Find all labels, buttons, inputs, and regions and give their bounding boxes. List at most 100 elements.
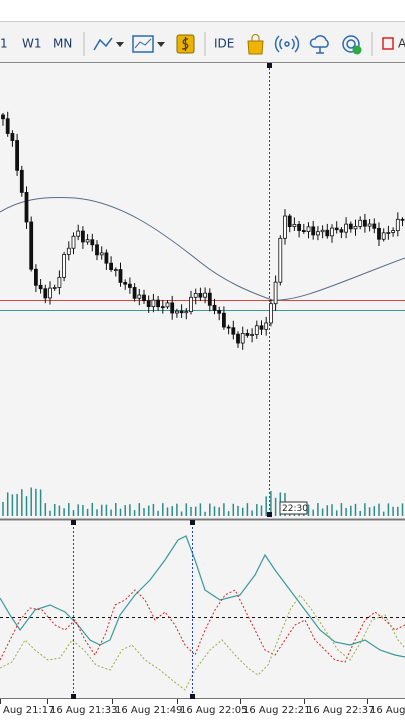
candle-body	[315, 231, 320, 236]
candle-body	[29, 221, 34, 270]
candle-body	[62, 254, 66, 278]
candle-body	[325, 229, 330, 237]
icon	[251, 34, 260, 41]
toolbar	[0, 22, 405, 62]
candle-body	[344, 223, 349, 233]
candle-body	[85, 239, 90, 243]
timeframe-button[interactable]: 1	[0, 37, 8, 51]
candle-body	[165, 302, 170, 308]
candle-body	[95, 244, 99, 256]
oscillator-third	[0, 594, 405, 691]
candle-body	[52, 287, 57, 289]
candle-body	[362, 219, 367, 227]
candle-body	[203, 292, 208, 298]
oscillator-main	[0, 535, 405, 658]
candle-body	[217, 310, 222, 314]
indicator-pane	[0, 521, 405, 698]
time-axis-label: 16 Aug 22:05	[180, 705, 247, 716]
candle-body	[311, 226, 316, 236]
candle-body	[198, 293, 203, 298]
ide-button[interactable]: IDE	[214, 37, 234, 51]
dropdown-arrow	[157, 42, 165, 47]
candle-body	[15, 140, 20, 171]
candle-body	[381, 232, 386, 240]
vps-button[interactable]	[309, 35, 329, 54]
chart-tool-button[interactable]	[132, 35, 165, 53]
candle-body	[24, 191, 29, 223]
time-axis-label: Aug 21:17	[3, 705, 55, 716]
candle-body	[240, 333, 245, 344]
candle-body	[48, 287, 52, 299]
candle-body	[99, 252, 104, 256]
icon	[134, 38, 152, 49]
candle-body	[221, 312, 226, 328]
candle-body	[212, 304, 217, 311]
candle-body	[367, 223, 372, 227]
icon	[93, 37, 113, 51]
candle-body	[259, 325, 264, 330]
time-axis-label: 16 Aug 2	[370, 705, 405, 716]
icon	[274, 35, 300, 53]
time-label-box	[279, 501, 308, 515]
candle-body	[245, 333, 250, 336]
candle-body	[38, 284, 43, 290]
candle-body	[395, 218, 400, 232]
candle-body	[348, 223, 353, 230]
icon	[342, 35, 360, 53]
icon	[352, 45, 362, 55]
candle-body	[306, 226, 311, 232]
candle-body	[320, 229, 325, 233]
candles	[1, 111, 405, 350]
candle-body	[226, 326, 231, 329]
candle-body	[104, 252, 109, 264]
handle	[190, 520, 195, 525]
candle-body	[339, 229, 344, 233]
oscillator-signal	[0, 589, 405, 663]
handle	[267, 63, 272, 68]
candle-body	[193, 293, 198, 298]
time-axis-label: 16 Aug 22:21	[243, 705, 310, 716]
line-tool-button[interactable]	[93, 37, 124, 51]
candle-body	[236, 333, 240, 344]
candle-body	[170, 302, 175, 314]
candle-body	[184, 311, 189, 314]
candle-body	[66, 247, 71, 255]
candle-body	[146, 300, 151, 307]
candle-body	[391, 230, 396, 233]
candle-body	[10, 133, 15, 141]
candle-body	[353, 226, 358, 230]
candle-body	[297, 223, 302, 231]
candle-body	[71, 235, 76, 249]
candle-body	[400, 218, 405, 221]
candle-body	[5, 118, 10, 134]
timeframe-button[interactable]: MN	[53, 37, 72, 51]
stop-button[interactable]	[382, 37, 394, 50]
handle	[267, 512, 272, 517]
icon	[247, 40, 264, 55]
icon	[309, 35, 329, 48]
candle-body	[287, 215, 292, 227]
market-button[interactable]	[247, 34, 264, 55]
volumes	[2, 487, 404, 516]
candle-body	[372, 223, 377, 229]
candle-body	[174, 310, 179, 314]
candle-body	[76, 230, 81, 237]
candle-body	[1, 114, 5, 120]
timeframe-button[interactable]: W1	[22, 37, 42, 51]
candle-body	[109, 262, 113, 271]
candle-body	[118, 269, 123, 283]
candle-body	[43, 288, 48, 299]
handle	[71, 520, 76, 525]
community-button[interactable]	[342, 35, 362, 55]
candle-body	[189, 296, 193, 312]
signal-button[interactable]	[274, 35, 300, 53]
handle	[190, 694, 195, 699]
icon	[284, 41, 290, 47]
candle-body	[254, 325, 259, 335]
time-axis-label: 16 Aug 21:49	[115, 705, 182, 716]
time-axis-label: 16 Aug 21:33	[50, 705, 117, 716]
signals-button[interactable]	[176, 34, 195, 54]
